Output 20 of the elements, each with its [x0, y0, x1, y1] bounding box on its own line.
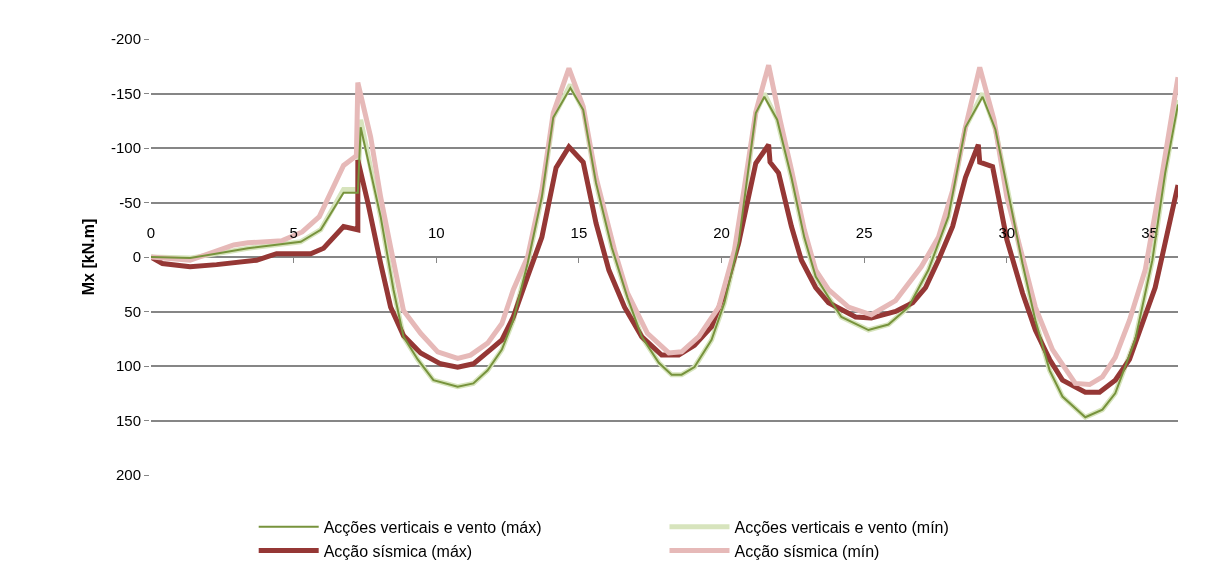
legend-label: Acções verticais e vento (mín) [734, 519, 949, 537]
y-tick-label: -200 [110, 30, 141, 48]
y-tick-label: 200 [115, 466, 141, 484]
y-tick-label: 0 [132, 248, 141, 266]
x-tick-label: 5 [289, 224, 298, 241]
x-tick-label: 20 [713, 224, 730, 241]
legend-label: Acções verticais e vento (máx) [323, 519, 542, 537]
y-tick-label: 100 [115, 357, 141, 375]
y-axis-title: Mx [kN.m] [80, 218, 98, 296]
x-tick-label: 10 [427, 224, 445, 241]
y-tick-label: -50 [119, 193, 141, 211]
legend-label: Acção sísmica (máx) [323, 542, 473, 560]
y-tick-label: 50 [124, 302, 141, 320]
x-tick-label: 25 [855, 224, 873, 241]
y-tick-label: -150 [110, 84, 141, 102]
x-tick-label: 0 [146, 224, 156, 241]
y-tick-label: -100 [110, 139, 141, 157]
y-tick-label: 150 [115, 411, 141, 429]
x-tick-label: 15 [570, 224, 588, 241]
legend-label: Acção sísmica (mín) [734, 542, 880, 560]
